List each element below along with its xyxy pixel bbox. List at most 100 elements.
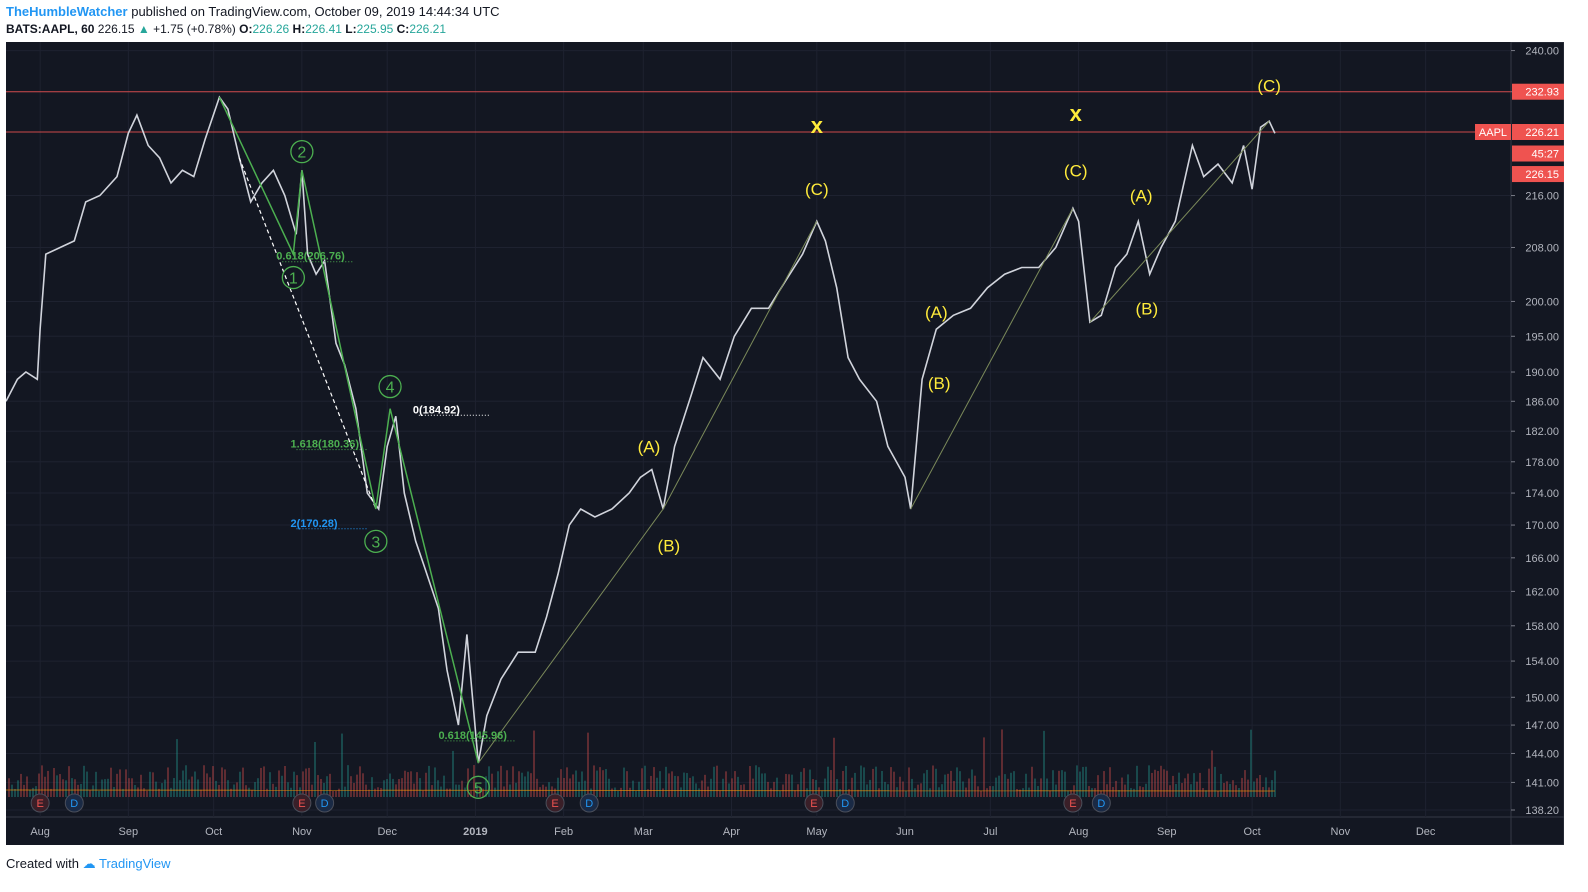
author-link[interactable]: TheHumbleWatcher	[6, 4, 128, 19]
volume-bar	[257, 778, 259, 797]
chart-area[interactable]: 138.20 141.00 144.00 147.00 150.00 154.00 158.…	[5, 41, 1565, 846]
volume-bar	[203, 765, 205, 797]
event-marker-icon	[30, 793, 50, 813]
volume-bar	[281, 775, 283, 797]
volume-bar	[59, 774, 61, 797]
volume-bar	[401, 778, 403, 797]
volume-bar	[1217, 790, 1219, 797]
volume-bar	[884, 781, 886, 797]
volume-bar	[134, 785, 136, 797]
volume-bar	[629, 787, 631, 797]
volume-bar	[380, 788, 382, 797]
volume-bar	[374, 788, 376, 797]
volume-bar	[284, 765, 286, 797]
price-chart[interactable]: 138.20 141.00 144.00 147.00 150.00 154.00 158.…	[5, 41, 1565, 846]
event-marker-label: E	[551, 798, 558, 810]
volume-bars	[8, 729, 1276, 797]
volume-bar	[788, 774, 790, 797]
volume-bar	[1244, 770, 1246, 797]
volume-bar	[1001, 729, 1003, 797]
volume-bar	[275, 786, 277, 797]
volume-bar	[326, 776, 328, 797]
volume-bar	[521, 772, 523, 797]
y-tick-label: 138.20	[1525, 805, 1559, 817]
x-tick-label: Oct	[1244, 826, 1261, 838]
volume-bar	[194, 771, 196, 797]
tradingview-logo-icon[interactable]: ☁	[82, 856, 96, 871]
volume-bar	[131, 778, 133, 797]
volume-bar	[371, 777, 373, 797]
volume-bar	[665, 766, 667, 797]
volume-bar	[362, 773, 364, 797]
y-tick-label: 195.00	[1525, 331, 1559, 343]
x-tick-label: Aug	[1069, 826, 1089, 838]
volume-bar	[572, 774, 574, 797]
volume-bar	[125, 769, 127, 797]
volume-bar	[149, 771, 151, 797]
volume-bar	[776, 777, 778, 797]
volume-bar	[1271, 780, 1273, 797]
volume-bar	[1202, 788, 1204, 797]
volume-bar	[905, 790, 907, 797]
wave-label: (C)	[805, 180, 829, 199]
volume-bar	[605, 769, 607, 797]
volume-bar	[1043, 730, 1045, 797]
volume-bar	[635, 790, 637, 797]
volume-bar	[347, 765, 349, 797]
volume-bar	[1040, 778, 1042, 797]
volume-bar	[335, 790, 337, 797]
volume-bar	[1004, 774, 1006, 797]
volume-bar	[98, 790, 100, 797]
volume-bar	[389, 773, 391, 797]
volume-bar	[569, 778, 571, 797]
price-tag-value: 226.15	[1525, 169, 1559, 181]
volume-bar	[839, 789, 841, 797]
tradingview-brand[interactable]: TradingView	[99, 856, 171, 871]
volume-bar	[209, 777, 211, 797]
volume-bar	[56, 775, 58, 797]
symbol-label[interactable]: BATS:AAPL, 60	[6, 22, 95, 36]
wave-connector-line	[910, 208, 1074, 510]
volume-bar	[1010, 772, 1012, 797]
volume-bar	[929, 788, 931, 797]
volume-bar	[47, 770, 49, 797]
wave-label: x	[1070, 101, 1083, 126]
volume-bar	[920, 783, 922, 797]
volume-bar	[908, 767, 910, 797]
wave-connector-line	[662, 221, 818, 510]
volume-bar	[1127, 774, 1129, 797]
x-tick-label: Sep	[1157, 826, 1177, 838]
publish-info: published on TradingView.com, October 09…	[131, 4, 500, 19]
y-tick-label: 166.00	[1525, 553, 1559, 565]
volume-bar	[875, 766, 877, 797]
volume-bar	[1076, 765, 1078, 797]
event-marker-label: D	[841, 798, 849, 810]
volume-bar	[1058, 770, 1060, 797]
volume-bar	[1082, 766, 1084, 797]
volume-bar	[35, 786, 37, 797]
volume-bar	[1070, 790, 1072, 797]
volume-bar	[689, 777, 691, 797]
volume-bar	[407, 772, 409, 797]
volume-bar	[1199, 772, 1201, 797]
volume-bar	[485, 776, 487, 797]
volume-bar	[1205, 790, 1207, 797]
volume-bar	[17, 780, 19, 797]
volume-bar	[527, 771, 529, 797]
volume-bar	[464, 787, 466, 797]
volume-bar	[428, 765, 430, 797]
fib-label: 0(184.92)	[413, 404, 460, 416]
price-change: +1.75 (+0.78%)	[153, 22, 236, 36]
volume-bar	[758, 767, 760, 797]
volume-bar	[1085, 766, 1087, 797]
volume-bar	[851, 777, 853, 797]
price-tag-value: 232.93	[1525, 87, 1559, 99]
volume-bar	[269, 772, 271, 797]
last-price: 226.15	[97, 22, 135, 36]
volume-bar	[410, 771, 412, 797]
volume-bar	[1253, 781, 1255, 797]
wave-circle-icon	[281, 265, 305, 290]
volume-bar	[1268, 787, 1270, 797]
wave-label: 2	[297, 145, 306, 162]
volume-bar	[482, 788, 484, 797]
